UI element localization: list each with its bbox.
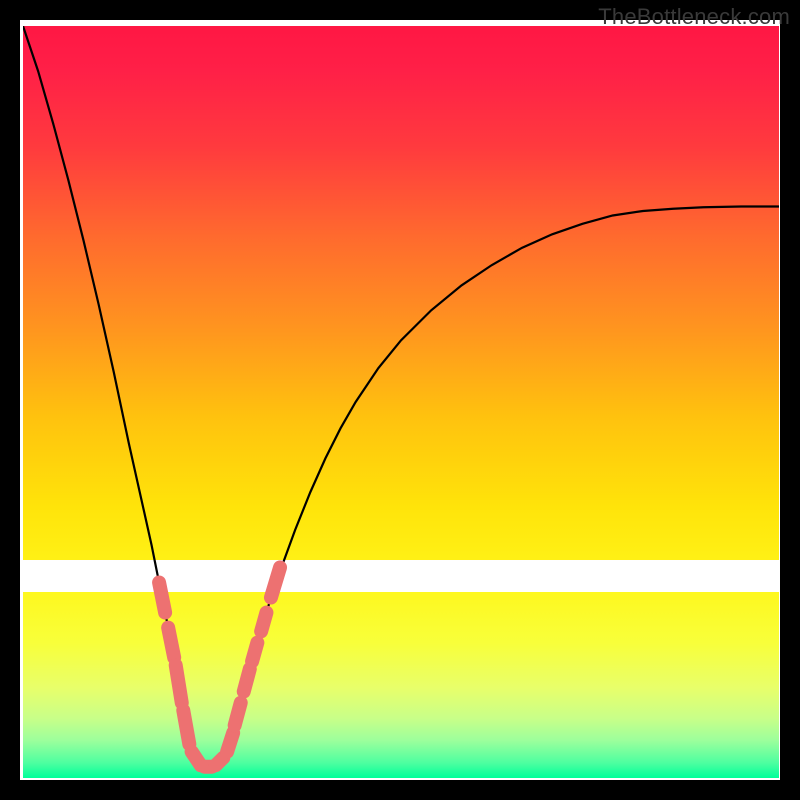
plot-background [23, 26, 779, 778]
chart-container: TheBottleneck.com [0, 0, 800, 800]
white-bands [23, 560, 779, 592]
watermark-label: TheBottleneck.com [598, 4, 790, 30]
bottleneck-chart [0, 0, 800, 800]
